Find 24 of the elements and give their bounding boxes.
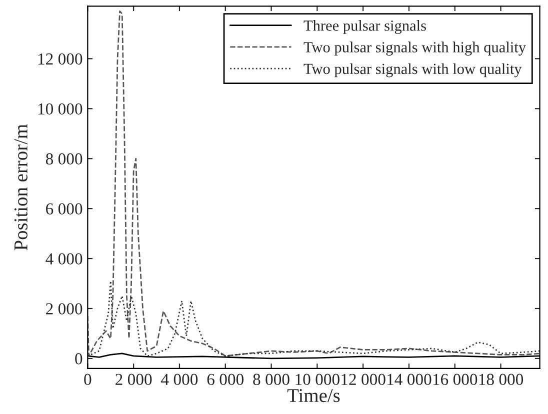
x-axis-title: Time/s bbox=[287, 389, 340, 402]
legend-label: Two pulsar signals with high quality bbox=[304, 42, 526, 56]
y-tick-label: 10 000 bbox=[38, 103, 82, 115]
line-series bbox=[88, 280, 540, 357]
x-tick-label: 0 bbox=[84, 374, 92, 386]
x-tick-label: 18 000 bbox=[479, 374, 524, 386]
y-tick-label: 2 000 bbox=[46, 303, 82, 314]
y-tick-label: 4 000 bbox=[46, 253, 82, 264]
x-tick-label: 2 000 bbox=[116, 374, 152, 386]
x-tick-label: 4 000 bbox=[161, 374, 198, 386]
x-tick-label: 16 000 bbox=[433, 374, 478, 386]
x-tick-label: 6 000 bbox=[207, 374, 244, 386]
line-series bbox=[88, 10, 540, 357]
y-tick-label: 6 000 bbox=[46, 203, 82, 215]
legend-label: Three pulsar signals bbox=[304, 20, 426, 34]
legend-label: Two pulsar signals with low quality bbox=[304, 63, 522, 78]
y-tick-label: 8 000 bbox=[46, 153, 82, 165]
x-tick-label: 8 000 bbox=[253, 374, 290, 386]
x-tick-label: 12 000 bbox=[342, 374, 386, 386]
y-axis-title: Position error/m bbox=[14, 124, 28, 250]
x-tick-label: 10 000 bbox=[296, 374, 340, 386]
x-tick-label: 14 000 bbox=[388, 374, 432, 386]
y-tick-label: 12 000 bbox=[38, 53, 82, 65]
y-tick-label: 0 bbox=[75, 353, 82, 364]
